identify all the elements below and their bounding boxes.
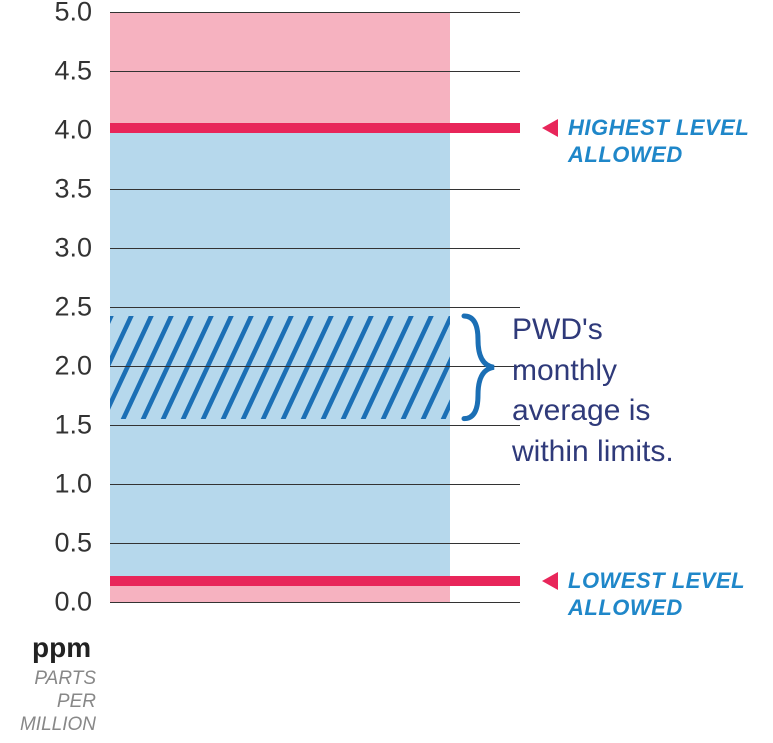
gridline: [110, 248, 520, 249]
region-monthly-average: [110, 316, 450, 419]
y-tick-label: 4.5: [0, 56, 92, 87]
high-limit-line: [110, 123, 520, 133]
gridline: [110, 543, 520, 544]
gridline: [110, 189, 520, 190]
y-tick-label: 1.5: [0, 410, 92, 441]
y-tick-label: 0.0: [0, 587, 92, 618]
region-below-limit: [110, 583, 450, 602]
gridline: [110, 602, 520, 603]
y-tick-label: 0.5: [0, 528, 92, 559]
y-tick-label: 4.0: [0, 115, 92, 146]
gridline: [110, 484, 520, 485]
low-limit-arrow-icon: [542, 572, 558, 590]
brace-icon: [460, 312, 500, 423]
ppm-limit-chart: 0.0 0.5 1.0 1.5 2.0 2.5 3.0 3.5 4.0 4.5 5.0 HIGHEST…: [0, 0, 773, 743]
gridline: [110, 366, 520, 367]
low-limit-line: [110, 576, 520, 586]
gridline: [110, 307, 520, 308]
y-tick-label: 3.5: [0, 174, 92, 205]
low-limit-label: LOWEST LEVELALLOWED: [568, 567, 745, 622]
region-above-limit: [110, 12, 450, 125]
y-tick-label: 2.0: [0, 351, 92, 382]
high-limit-arrow-icon: [542, 119, 558, 137]
unit-label: ppm: [32, 632, 91, 664]
gridline: [110, 71, 520, 72]
gridline: [110, 425, 520, 426]
unit-sublabel: PARTSPERMILLION: [0, 668, 96, 736]
gridline: [110, 12, 520, 13]
monthly-average-annotation: PWD'smonthlyaverage iswithin limits.: [512, 310, 674, 472]
y-tick-label: 2.5: [0, 292, 92, 323]
y-tick-label: 1.0: [0, 469, 92, 500]
y-tick-label: 5.0: [0, 0, 92, 28]
high-limit-label: HIGHEST LEVELALLOWED: [568, 114, 749, 169]
y-tick-label: 3.0: [0, 233, 92, 264]
